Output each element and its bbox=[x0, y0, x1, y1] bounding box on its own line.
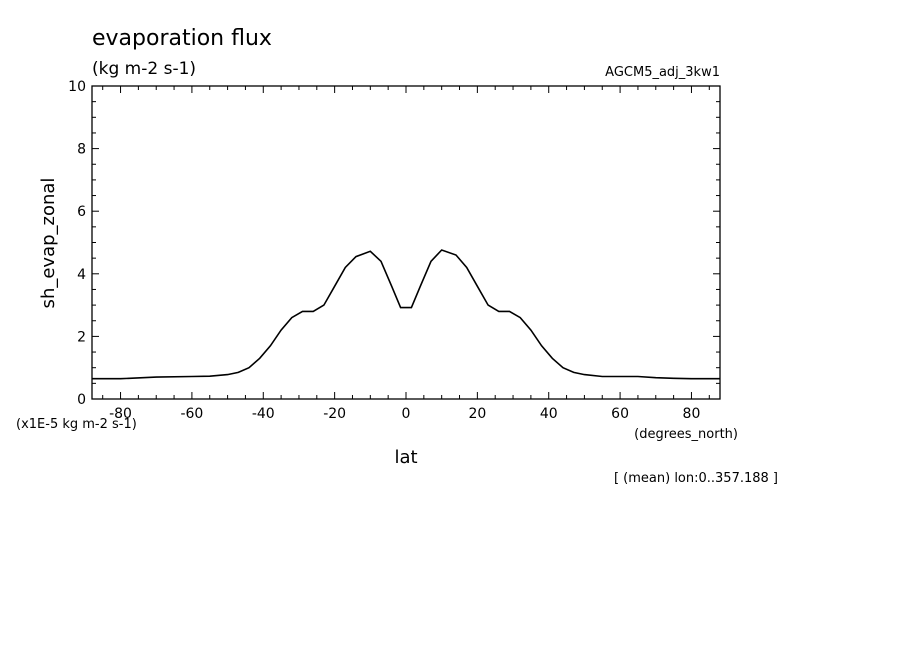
series-line bbox=[92, 249, 720, 380]
x-tick-labels: -80 -60 -40 -20 0 20 40 60 80 bbox=[109, 406, 700, 422]
x-axis-units: (degrees_north) bbox=[634, 427, 738, 442]
axis-ticks bbox=[92, 85, 720, 400]
x-tick-label: 20 bbox=[468, 406, 486, 422]
y-tick-label: 0 bbox=[77, 392, 86, 408]
y-tick-label: 8 bbox=[77, 142, 86, 158]
footnote: [ (mean) lon:0..357.188 ] bbox=[614, 471, 778, 486]
x-tick-label: 40 bbox=[540, 406, 558, 422]
y-scale-note: (x1E-5 kg m-2 s-1) bbox=[16, 417, 137, 432]
y-tick-label: 2 bbox=[77, 329, 86, 345]
y-tick-labels: 0 2 4 6 8 10 bbox=[68, 79, 86, 408]
chart-title: evaporation flux bbox=[92, 26, 272, 51]
x-tick-label: 60 bbox=[611, 406, 629, 422]
y-axis-label: sh_evap_zonal bbox=[38, 178, 59, 309]
y-tick-label: 4 bbox=[77, 267, 86, 283]
x-tick-label: -20 bbox=[323, 406, 346, 422]
x-tick-label: -40 bbox=[252, 406, 275, 422]
x-tick-label: -60 bbox=[180, 406, 203, 422]
chart-subtitle: (kg m-2 s-1) bbox=[92, 59, 196, 79]
x-tick-label: 80 bbox=[683, 406, 701, 422]
run-label: AGCM5_adj_3kw1 bbox=[605, 65, 720, 80]
x-axis-label: lat bbox=[394, 447, 417, 468]
y-tick-label: 10 bbox=[68, 79, 86, 95]
plot-frame bbox=[91, 85, 721, 400]
y-tick-label: 6 bbox=[77, 204, 86, 220]
x-tick-label: 0 bbox=[402, 406, 411, 422]
x-tick-label: -80 bbox=[109, 406, 132, 422]
